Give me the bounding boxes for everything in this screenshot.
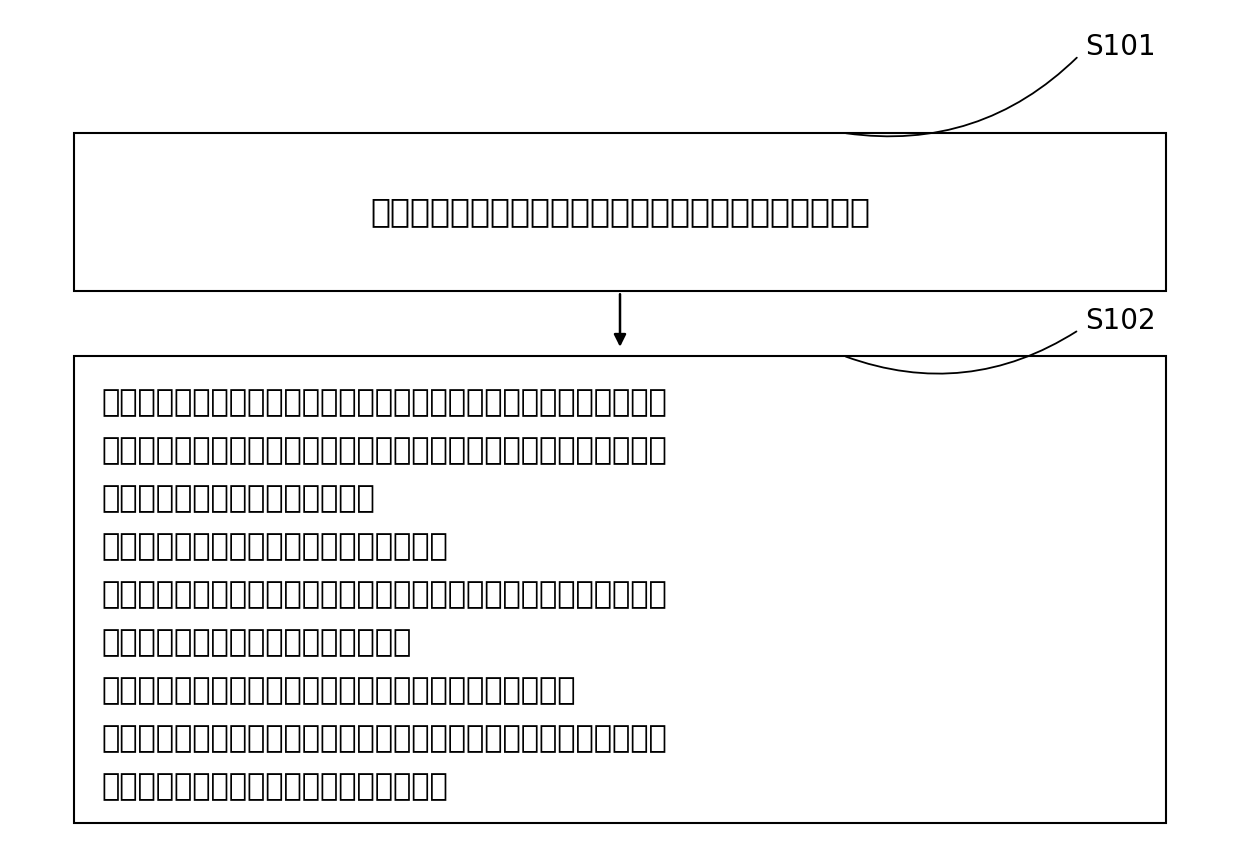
Text: 利用所述温度数据监测所述人体的温度状况: 利用所述温度数据监测所述人体的温度状况 [102, 772, 449, 801]
Text: S102: S102 [1085, 308, 1156, 335]
Text: 成并展示具有人体的图像，包括：: 成并展示具有人体的图像，包括： [102, 484, 376, 513]
Text: 基于所述属于同一人体的目标部位特征生成并展示具有人体的图像，并: 基于所述属于同一人体的目标部位特征生成并展示具有人体的图像，并 [102, 724, 667, 753]
Bar [74, 133, 1166, 291]
Text: 将所述红外图像数据转换成灰度图像数据；: 将所述红外图像数据转换成灰度图像数据； [102, 532, 449, 561]
Text: 构建人体识别模型，并将所述人体识别模型导入到终端中: 构建人体识别模型，并将所述人体识别模型导入到终端中 [370, 195, 870, 229]
Text: 并提取属于同一人体的目标部位特征；: 并提取属于同一人体的目标部位特征； [102, 628, 412, 657]
Text: 所述终端的客户端通过与红外摄像模块之间的数据接口获取所述红外摄: 所述终端的客户端通过与红外摄像模块之间的数据接口获取所述红外摄 [102, 388, 667, 417]
Text: S101: S101 [1085, 33, 1156, 61]
Bar [74, 356, 1166, 823]
Text: 利用所述红外图像数据计算所述目标部位对应的温度数据；: 利用所述红外图像数据计算所述目标部位对应的温度数据； [102, 676, 577, 705]
Text: 调用预先导入的所述人体识别模型，对所述灰度图像数据进行特征识别: 调用预先导入的所述人体识别模型，对所述灰度图像数据进行特征识别 [102, 580, 667, 609]
Text: 像模块采集的红外图像数据，利用所述红外图像数据进行人体识别，生: 像模块采集的红外图像数据，利用所述红外图像数据进行人体识别，生 [102, 436, 667, 465]
